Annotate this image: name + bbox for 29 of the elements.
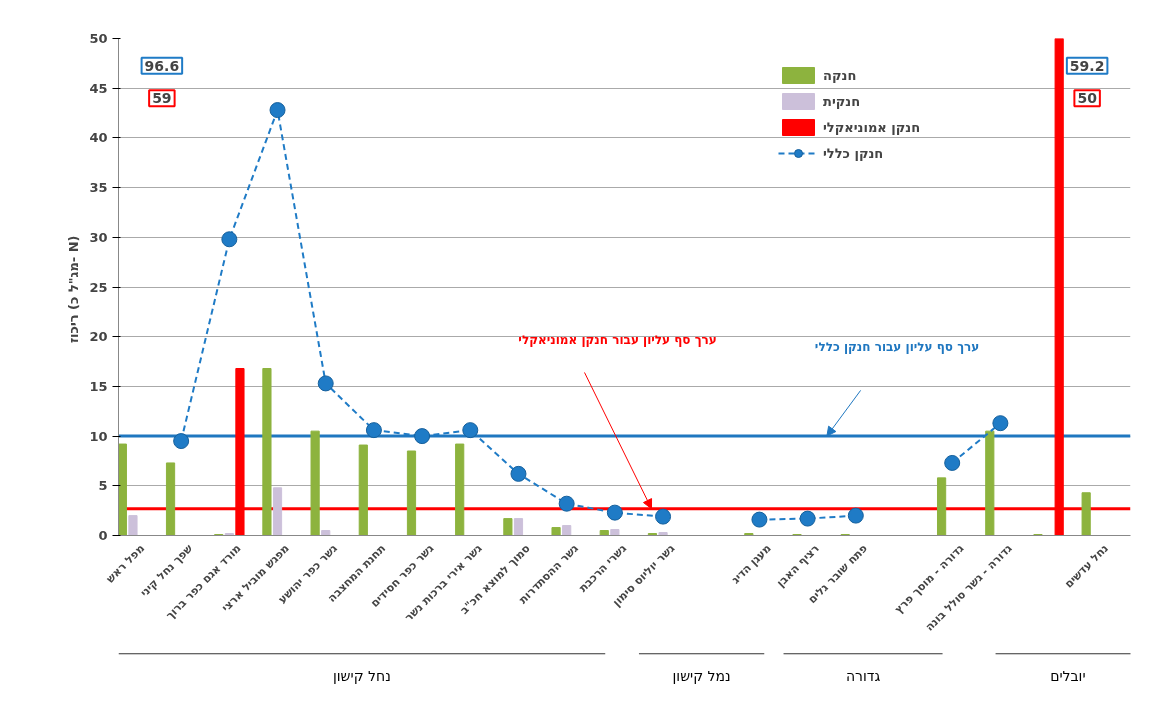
y-tick-label: 0 — [98, 528, 108, 543]
y-tick-label: 5 — [98, 478, 108, 494]
text: נמל קישון — [672, 667, 731, 684]
y-tick-label: 25 — [89, 279, 108, 295]
y-tick-label: 10 — [89, 428, 108, 444]
y-tick-label: 50 — [89, 31, 108, 46]
ref-line-label: ערך סף עליון עבור חנקן כללי — [814, 339, 980, 354]
y-tick-label: 35 — [89, 180, 108, 196]
y-axis-title: ריכוז (מג"ל כ- N) — [66, 235, 82, 344]
legend-label: חנקית — [823, 93, 861, 109]
text: נחל קישון — [332, 667, 391, 684]
legend-label: חנקן כללי — [823, 145, 884, 161]
ref-line-label: ערך סף עליון עבור חנקן אמוניאקלי — [518, 332, 717, 347]
legend-label: חנקן אמוניאקלי — [823, 119, 921, 135]
annotation: 50 — [1077, 90, 1098, 107]
legend-label: חנקה — [823, 67, 857, 83]
annotation: 96.6 — [144, 57, 180, 74]
y-tick-label: 40 — [89, 130, 108, 146]
x-tick-label: מפל ראש — [103, 541, 148, 586]
x-tick-label: נחל עדשים — [1062, 541, 1111, 591]
annotation: 59 — [152, 90, 172, 107]
y-tick-label: 45 — [89, 80, 108, 96]
annotation: 59.2 — [1069, 57, 1105, 74]
text: גדורה — [845, 667, 881, 684]
x-tick-label: מעגן הדיג — [729, 541, 774, 587]
y-tick-label: 20 — [89, 329, 108, 345]
y-tick-label: 15 — [89, 378, 108, 394]
text: יובלים — [1050, 667, 1086, 684]
y-tick-label: 30 — [89, 229, 108, 245]
